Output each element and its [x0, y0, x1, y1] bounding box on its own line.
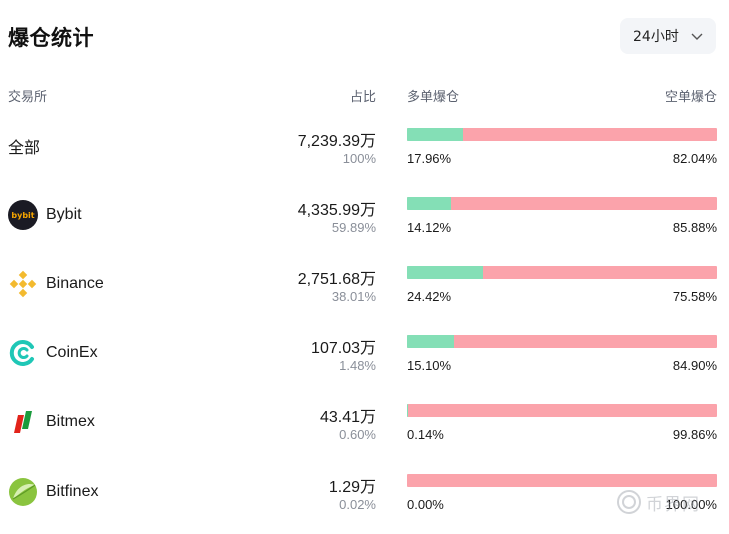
exchange-name: 全部	[8, 140, 41, 157]
chevron-down-icon	[691, 33, 703, 40]
exchange-name: Bybit	[46, 206, 82, 223]
short-percent: 84.90%	[672, 358, 717, 373]
column-header-share: 占比	[349, 90, 376, 105]
coinex-logo-icon	[8, 338, 38, 368]
share-percent: 100%	[342, 151, 376, 166]
bitfinex-logo-icon	[8, 477, 38, 507]
long-short-ratio-bar	[407, 335, 717, 348]
period-selector[interactable]: 24小时	[620, 18, 716, 54]
long-percent: 14.12%	[407, 220, 452, 235]
long-percent: 17.96%	[407, 151, 452, 166]
page-title: 爆仓统计	[8, 26, 94, 50]
long-short-ratio-bar	[407, 128, 717, 141]
long-bar-fill	[407, 128, 463, 141]
long-percent: 0.00%	[407, 497, 444, 512]
short-percent: 99.86%	[672, 427, 717, 442]
liquidation-amount: 43.41万	[319, 409, 376, 426]
column-header-short: 空单爆仓	[664, 90, 717, 105]
period-selector-label: 24小时	[633, 29, 679, 45]
table-row-coinex: CoinEx 107.03万 1.48% 15.10% 84.90%	[0, 334, 729, 394]
column-header-long: 多单爆仓	[407, 90, 460, 105]
long-short-ratio-bar	[407, 474, 717, 487]
exchange-name: Bitfinex	[46, 483, 99, 500]
long-bar-fill	[407, 335, 454, 348]
watermark: 币界网	[616, 489, 700, 515]
exchange-name: Bitmex	[46, 413, 95, 430]
column-header-exchange: 交易所	[8, 90, 48, 105]
share-percent: 0.60%	[339, 427, 376, 442]
liquidation-amount: 4,335.99万	[297, 202, 376, 219]
table-row-bitfinex: Bitfinex 1.29万 0.02% 0.00% 100.00%	[0, 473, 729, 533]
long-bar-fill	[407, 197, 451, 210]
liquidation-amount: 107.03万	[311, 340, 376, 357]
long-bar-fill	[407, 266, 483, 279]
liquidation-amount: 1.29万	[328, 479, 376, 496]
table-row-bybit: bybit Bybit 4,335.99万 59.89% 14.12% 85.8…	[0, 196, 729, 256]
share-percent: 59.89%	[331, 220, 376, 235]
short-percent: 85.88%	[672, 220, 717, 235]
liquidation-amount: 7,239.39万	[297, 133, 376, 150]
share-percent: 0.02%	[339, 497, 376, 512]
long-short-ratio-bar	[407, 197, 717, 210]
watermark-text: 币界网	[646, 494, 700, 515]
long-short-ratio-bar	[407, 404, 717, 417]
table-row-bitmex: Bitmex 43.41万 0.60% 0.14% 99.86%	[0, 403, 729, 463]
bybit-logo-text: bybit	[11, 211, 34, 220]
watermark-coin-icon	[617, 490, 641, 514]
short-percent: 100.00%	[665, 497, 717, 512]
long-short-ratio-bar	[407, 266, 717, 279]
share-percent: 1.48%	[339, 358, 376, 373]
short-percent: 82.04%	[672, 151, 717, 166]
liquidation-amount: 2,751.68万	[297, 271, 376, 288]
share-percent: 38.01%	[331, 289, 376, 304]
long-percent: 24.42%	[407, 289, 452, 304]
table-row-binance: Binance 2,751.68万 38.01% 24.42% 75.58%	[0, 265, 729, 325]
short-percent: 75.58%	[672, 289, 717, 304]
binance-logo-icon	[8, 269, 38, 299]
exchange-name: CoinEx	[46, 344, 98, 361]
table-row-all: 全部 7,239.39万 100% 17.96% 82.04%	[0, 127, 729, 187]
bitmex-logo-icon	[8, 407, 38, 437]
bybit-logo-icon: bybit	[8, 200, 38, 230]
long-percent: 0.14%	[407, 427, 444, 442]
long-percent: 15.10%	[407, 358, 452, 373]
exchange-name: Binance	[46, 275, 104, 292]
